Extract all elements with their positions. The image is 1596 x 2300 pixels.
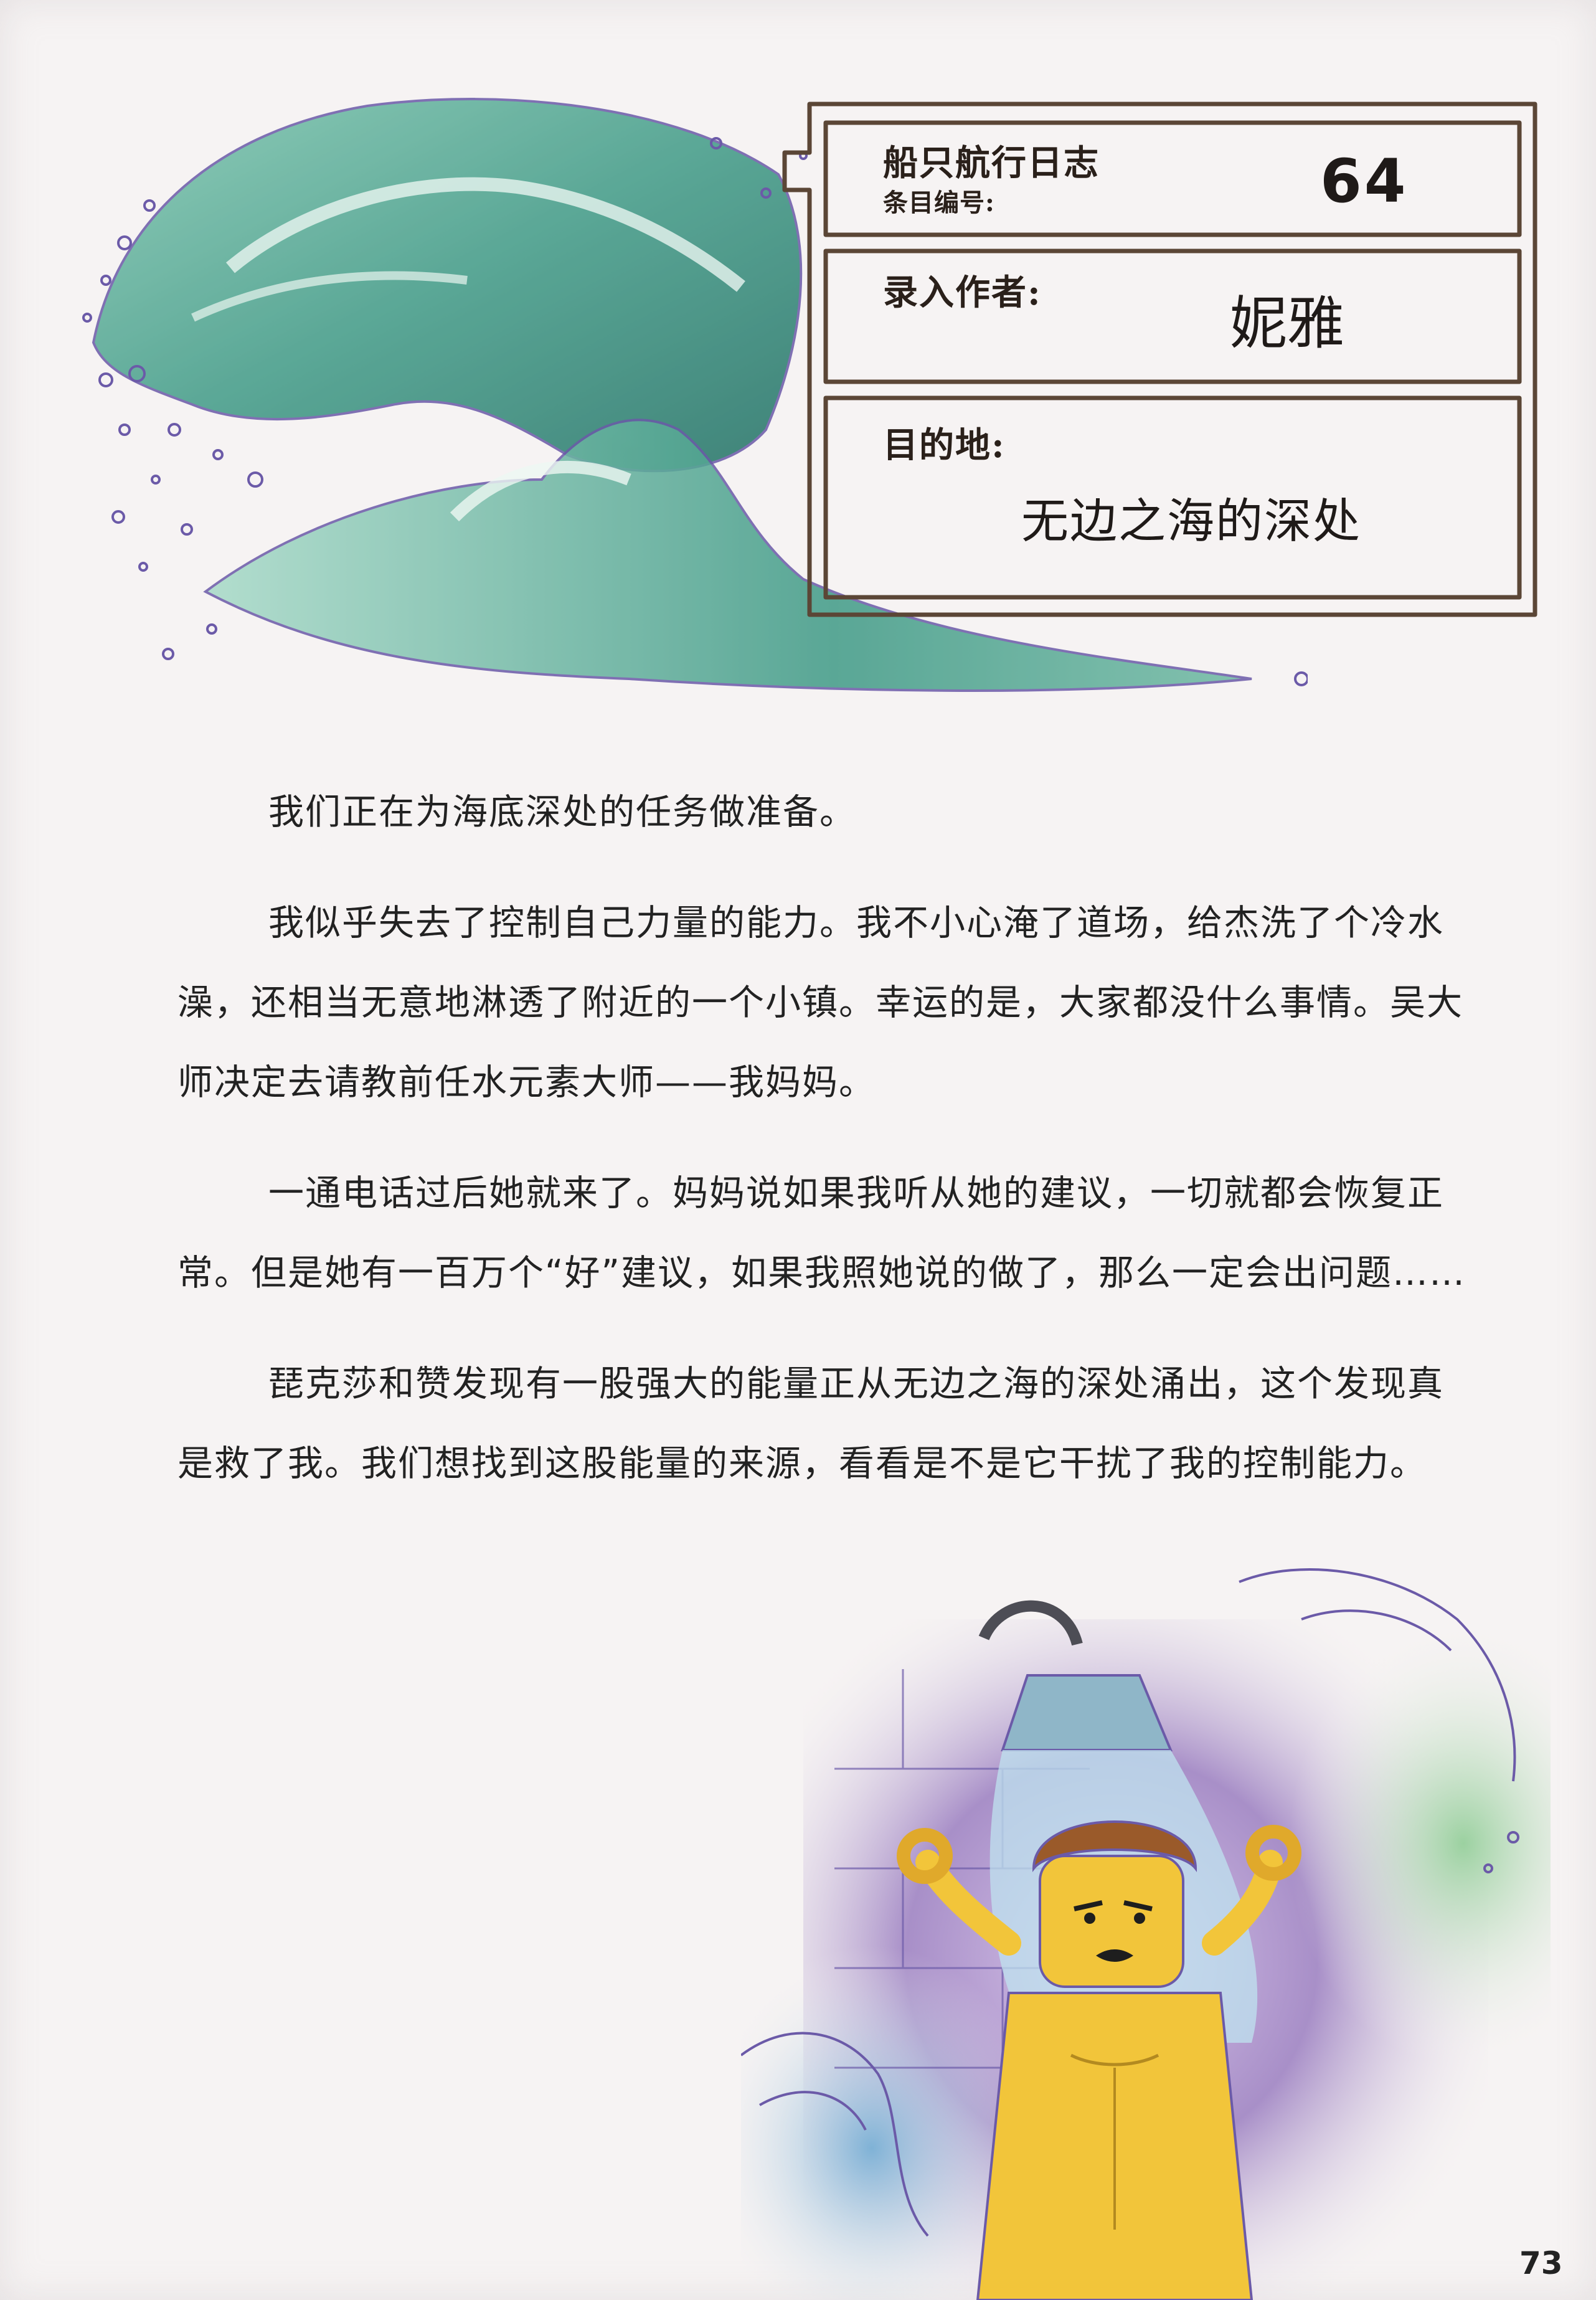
logbook-title: 船只航行日志	[883, 143, 1100, 184]
paragraph: 琵克莎和赞发现有一股强大的能量正从无边之海的深处涌出，这个发现真是救了我。我们想…	[177, 1363, 1444, 1484]
lego-minifigure-illustration	[741, 1568, 1551, 2300]
entry-number: 64	[1320, 146, 1409, 216]
ship-log-form: 船只航行日志 条目编号: 64 录入作者: 妮雅 目的地: 无边之海的深处	[772, 97, 1541, 620]
paragraph: 我们正在为海底深处的任务做准备。	[268, 792, 856, 833]
author-label: 录入作者:	[883, 272, 1042, 313]
entry-label: 条目编号:	[883, 188, 995, 217]
body-text: 我们正在为海底深处的任务做准备。 我似乎失去了控制自己力量的能力。我不小心淹了道…	[177, 772, 1473, 1535]
destination-value: 无边之海的深处	[1021, 493, 1361, 549]
wave-illustration	[82, 98, 1308, 692]
log-frame	[782, 102, 1537, 617]
paragraph: 我似乎失去了控制自己力量的能力。我不小心淹了道场，给杰洗了个冷水澡，还相当无意地…	[177, 902, 1463, 1103]
paragraph: 一通电话过后她就来了。妈妈说如果我听从她的建议，一切就都会恢复正常。但是她有一百…	[177, 1173, 1466, 1294]
author-value: 妮雅	[1230, 290, 1345, 357]
page-number: 73	[1519, 2245, 1563, 2281]
destination-label: 目的地:	[883, 425, 1006, 466]
